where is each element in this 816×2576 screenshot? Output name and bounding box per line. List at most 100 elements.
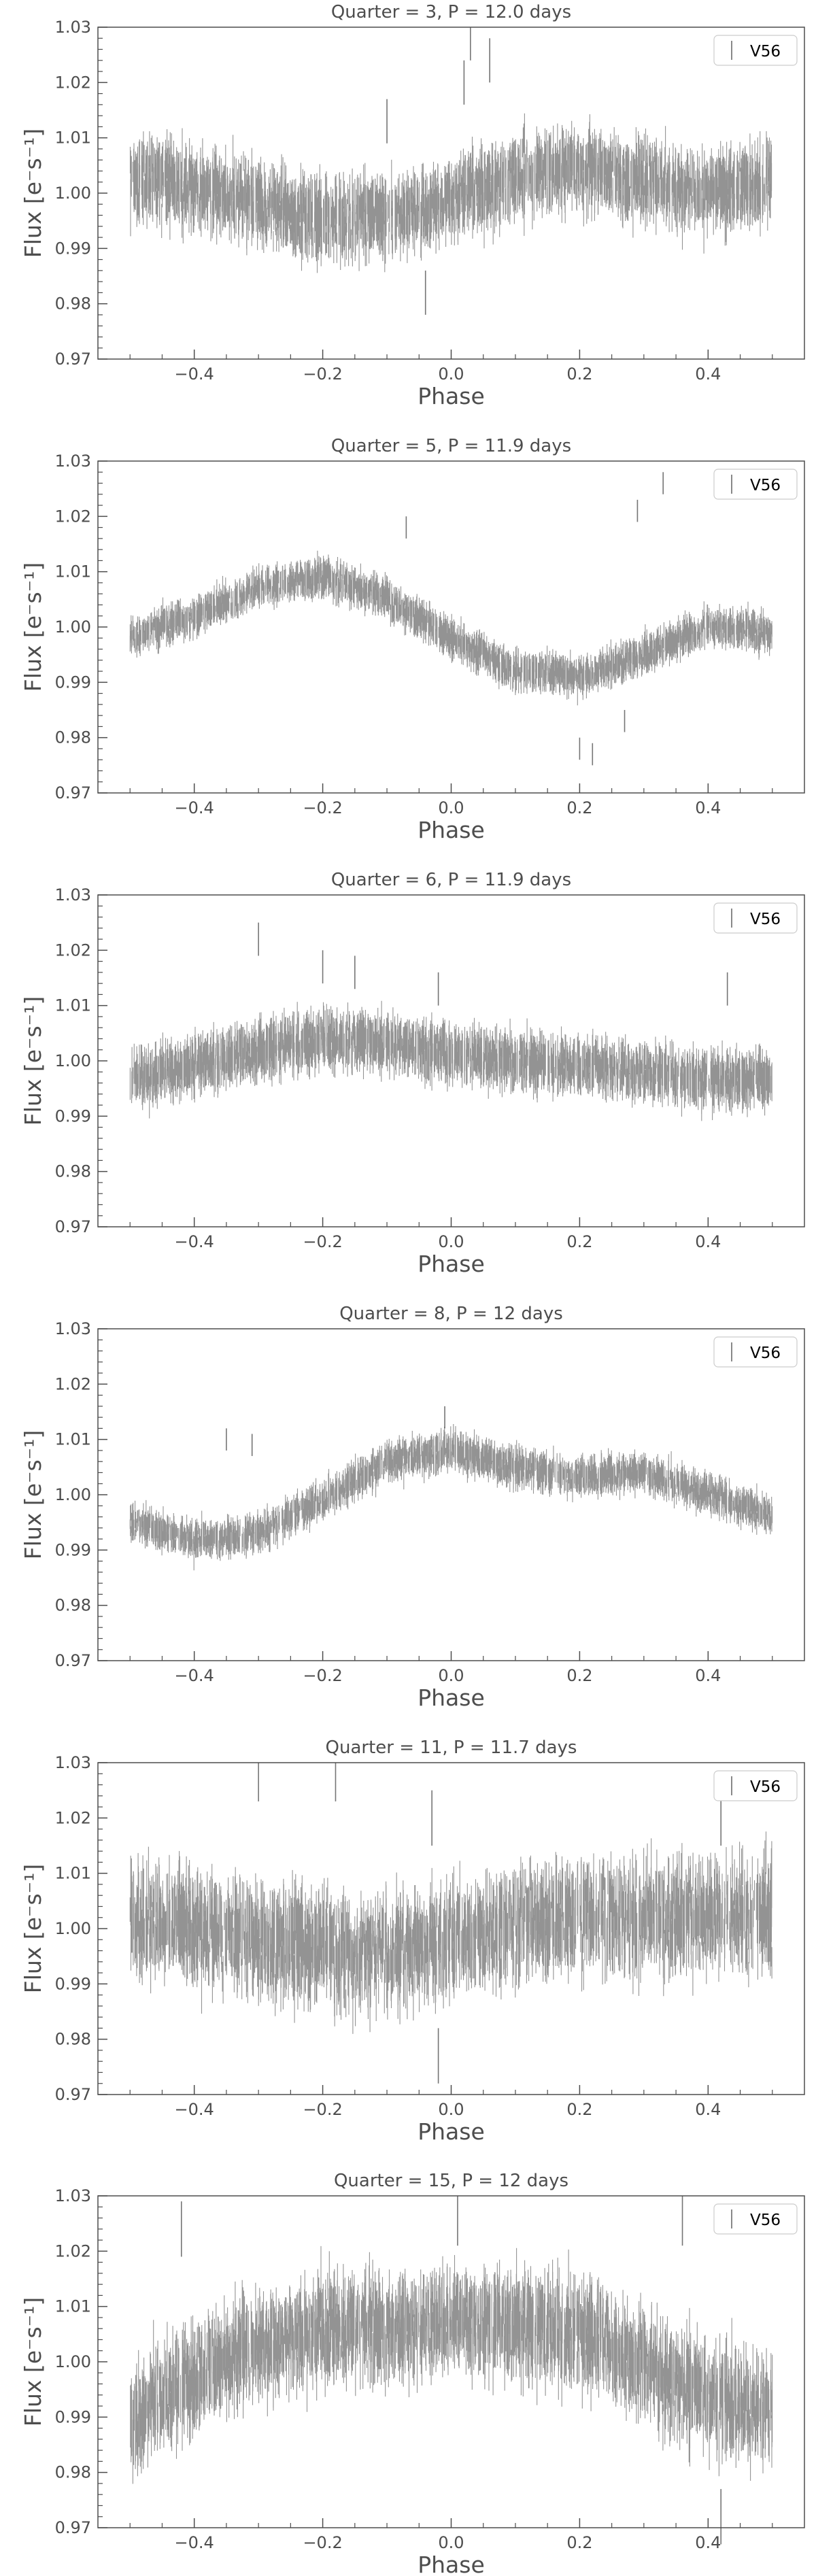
y-tick-label: 0.99: [55, 239, 91, 258]
y-tick-label: 0.97: [55, 2085, 91, 2104]
y-tick-label: 0.98: [55, 2030, 91, 2049]
legend-box: [713, 1336, 798, 1368]
x-tick-label: 0.2: [566, 2533, 592, 2552]
x-tick-label: 0.0: [438, 798, 464, 817]
x-tick-label: 0.2: [566, 365, 592, 384]
panel-title: Quarter = 3, P = 12.0 days: [331, 2, 571, 22]
legend-label: V56: [750, 1778, 781, 1796]
y-tick-label: 1.01: [55, 996, 91, 1015]
panel-q1: Quarter = 3, P = 12.0 days −0.4 −0.2 0.0 0.2…: [20, 2, 805, 409]
y-tick-label: 0.99: [55, 1540, 91, 1559]
y-axis-label: Flux [e⁻s⁻¹]: [20, 129, 46, 258]
legend-label: V56: [750, 477, 781, 494]
y-tick-label: 1.01: [55, 1864, 91, 1883]
x-tick-label: −0.2: [303, 1666, 342, 1685]
panel-q3: Quarter = 6, P = 11.9 days −0.4 −0.2 0.0 0.2…: [20, 870, 805, 1277]
y-axis-label: Flux [e⁻s⁻¹]: [20, 2297, 46, 2426]
legend-label: V56: [750, 2211, 781, 2229]
panel-q5: Quarter = 11, P = 11.7 days −0.4 −0.2 0.0 0.…: [20, 1738, 805, 2145]
x-axis-label: Phase: [418, 1684, 485, 1711]
y-tick-label: 0.99: [55, 1974, 91, 1993]
y-tick-label: 1.02: [55, 73, 91, 92]
y-axis-label: Flux [e⁻s⁻¹]: [20, 1430, 46, 1559]
y-tick-label: 0.98: [55, 1162, 91, 1181]
x-tick-label: 0.4: [695, 1666, 721, 1685]
x-axis-label: Phase: [418, 383, 485, 409]
x-tick-label: 0.2: [566, 798, 592, 817]
x-tick-label: −0.4: [175, 2100, 214, 2119]
y-tick-label: 1.00: [55, 184, 91, 203]
y-tick-label: 1.02: [55, 507, 91, 526]
x-tick-label: −0.4: [175, 365, 214, 384]
y-tick-label: 0.97: [55, 2518, 91, 2537]
data-series-v56: [130, 2245, 773, 2484]
y-tick-label: 1.03: [55, 1319, 91, 1338]
data-series-v56: [129, 1424, 773, 1571]
y-tick-label: 1.01: [55, 129, 91, 148]
x-tick-label: 0.4: [695, 365, 721, 384]
y-tick-label: 0.99: [55, 1106, 91, 1125]
x-tick-label: −0.2: [303, 2533, 342, 2552]
y-tick-label: 0.98: [55, 2463, 91, 2482]
y-tick-label: 0.97: [55, 1217, 91, 1236]
y-tick-label: 1.01: [55, 2297, 91, 2316]
legend: V56: [713, 2203, 798, 2235]
legend: V56: [713, 35, 798, 66]
y-tick-label: 1.00: [55, 1051, 91, 1070]
x-tick-label: −0.4: [175, 1232, 214, 1251]
y-tick-label: 1.00: [55, 1919, 91, 1938]
y-tick-label: 1.03: [55, 885, 91, 904]
x-tick-label: −0.4: [175, 1666, 214, 1685]
panel-title: Quarter = 15, P = 12 days: [334, 2171, 568, 2191]
legend-box: [713, 469, 798, 500]
data-series-v56: [129, 113, 772, 273]
y-tick-label: 1.00: [55, 1485, 91, 1504]
legend-box: [713, 1770, 798, 1801]
x-tick-label: 0.4: [695, 1232, 721, 1251]
y-tick-label: 1.03: [55, 18, 91, 37]
x-tick-label: −0.4: [175, 2533, 214, 2552]
y-tick-label: 1.01: [55, 1430, 91, 1449]
x-tick-label: 0.2: [566, 1232, 592, 1251]
x-tick-label: −0.2: [303, 365, 342, 384]
legend-box: [713, 35, 798, 66]
y-tick-label: 0.97: [55, 1651, 91, 1670]
x-tick-label: 0.0: [438, 2533, 464, 2552]
x-tick-label: −0.2: [303, 2100, 342, 2119]
legend-label: V56: [750, 1344, 781, 1362]
legend-label: V56: [750, 43, 781, 61]
y-tick-label: 0.98: [55, 1596, 91, 1615]
x-tick-label: 0.0: [438, 2100, 464, 2119]
y-tick-label: 1.03: [55, 2186, 91, 2205]
x-tick-label: 0.4: [695, 2533, 721, 2552]
x-tick-label: −0.2: [303, 798, 342, 817]
panel-title: Quarter = 5, P = 11.9 days: [331, 436, 571, 456]
y-tick-label: 0.97: [55, 783, 91, 802]
y-axis-label: Flux [e⁻s⁻¹]: [20, 562, 46, 692]
y-tick-label: 1.02: [55, 1808, 91, 1827]
y-tick-label: 1.00: [55, 2352, 91, 2371]
panel-title: Quarter = 6, P = 11.9 days: [331, 870, 571, 890]
panel-title: Quarter = 8, P = 12 days: [339, 1304, 563, 1324]
legend: V56: [713, 469, 798, 500]
x-tick-label: −0.2: [303, 1232, 342, 1251]
x-axis-label: Phase: [418, 2552, 485, 2576]
legend-box: [713, 902, 798, 934]
data-series-v56: [129, 550, 772, 706]
x-tick-label: 0.0: [438, 365, 464, 384]
legend-box: [713, 2203, 798, 2235]
y-tick-label: 1.01: [55, 562, 91, 581]
y-tick-label: 0.99: [55, 2407, 91, 2426]
x-tick-label: 0.4: [695, 798, 721, 817]
legend-label: V56: [750, 911, 781, 928]
panel-q6: Quarter = 15, P = 12 days −0.4 −0.2 0.0 0.2 0…: [20, 2171, 805, 2576]
y-axis-label: Flux [e⁻s⁻¹]: [20, 996, 46, 1125]
legend: V56: [713, 1770, 798, 1801]
y-tick-label: 1.02: [55, 1374, 91, 1393]
x-tick-label: 0.0: [438, 1666, 464, 1685]
y-tick-label: 0.97: [55, 350, 91, 369]
x-axis-label: Phase: [418, 1251, 485, 1277]
x-axis-label: Phase: [418, 2118, 485, 2145]
y-tick-label: 1.00: [55, 617, 91, 637]
